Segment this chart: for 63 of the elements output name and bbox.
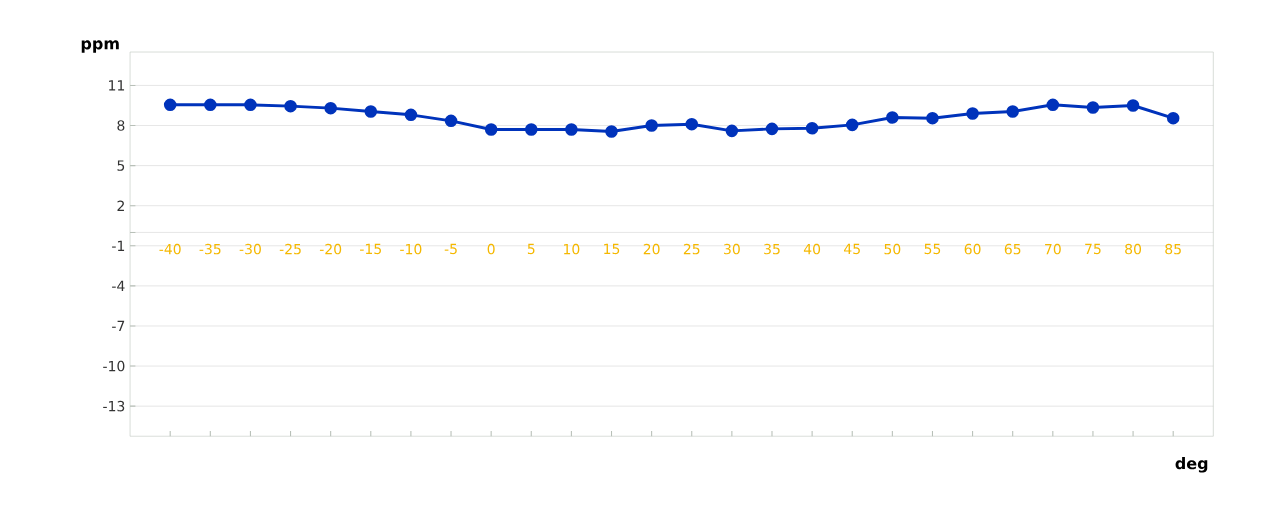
- point: [565, 123, 578, 136]
- point: [805, 121, 819, 135]
- y-tick-label: 11: [109, 80, 125, 91]
- x-tick-label: 40: [803, 243, 821, 255]
- point: [525, 123, 538, 136]
- point: [1166, 111, 1180, 125]
- point: [1126, 99, 1140, 112]
- point: [1006, 105, 1019, 118]
- point: [765, 122, 779, 136]
- x-tick-label: 55: [924, 243, 941, 255]
- x-tick-label: 80: [1125, 243, 1142, 255]
- point: [645, 119, 658, 132]
- x-tick-label: 85: [1165, 243, 1181, 255]
- x-tick-label: 0: [487, 243, 495, 255]
- y-tick-label: 2: [117, 200, 124, 211]
- point: [204, 98, 217, 111]
- y-axis-title: ppm: [81, 40, 119, 53]
- x-tick-label: 65: [1004, 243, 1021, 255]
- x-tick-label: -15: [360, 243, 381, 255]
- x-tick-label: -40: [159, 243, 181, 255]
- y-tick-label: -4: [112, 280, 125, 291]
- point: [886, 111, 899, 124]
- x-tick-label: 60: [964, 243, 981, 255]
- x-tick-label: 30: [724, 243, 740, 255]
- point: [845, 118, 859, 131]
- point: [163, 98, 177, 111]
- x-tick-label: -5: [444, 243, 457, 255]
- x-tick-label: -10: [400, 243, 422, 255]
- point: [1046, 98, 1060, 111]
- x-tick-label: 50: [884, 243, 901, 255]
- x-tick-label: 5: [527, 243, 535, 255]
- x-tick-label: 75: [1085, 243, 1101, 255]
- point: [284, 99, 297, 113]
- x-tick-label: -30: [239, 243, 261, 255]
- x-tick-label: -35: [199, 243, 221, 255]
- y-tick-label: 8: [117, 120, 125, 131]
- point: [685, 117, 699, 131]
- y-tick-label: -13: [103, 400, 125, 412]
- point: [444, 114, 458, 127]
- y-tick-label: -10: [103, 360, 125, 372]
- y-tick-label: 5: [117, 160, 125, 171]
- x-tick-label: 15: [604, 243, 620, 255]
- point: [484, 123, 498, 136]
- x-tick-label: 10: [564, 243, 580, 255]
- x-tick-label: 35: [764, 243, 780, 255]
- point: [364, 105, 378, 118]
- point: [324, 101, 337, 115]
- point: [926, 111, 939, 125]
- x-tick-label: 70: [1045, 243, 1061, 255]
- point: [966, 107, 979, 120]
- x-tick-label: -20: [319, 243, 342, 255]
- point: [1086, 101, 1100, 114]
- x-axis-title: deg: [1175, 456, 1208, 473]
- x-tick-label: 25: [683, 243, 700, 255]
- x-tick-label: 20: [643, 243, 660, 255]
- point: [404, 108, 418, 121]
- x-tick-label: 45: [844, 243, 860, 255]
- point: [244, 98, 257, 111]
- point: [725, 124, 739, 138]
- y-tick-label: -1: [112, 240, 125, 251]
- point: [605, 125, 618, 138]
- x-tick-label: -25: [279, 243, 301, 255]
- y-tick-label: -7: [112, 320, 125, 331]
